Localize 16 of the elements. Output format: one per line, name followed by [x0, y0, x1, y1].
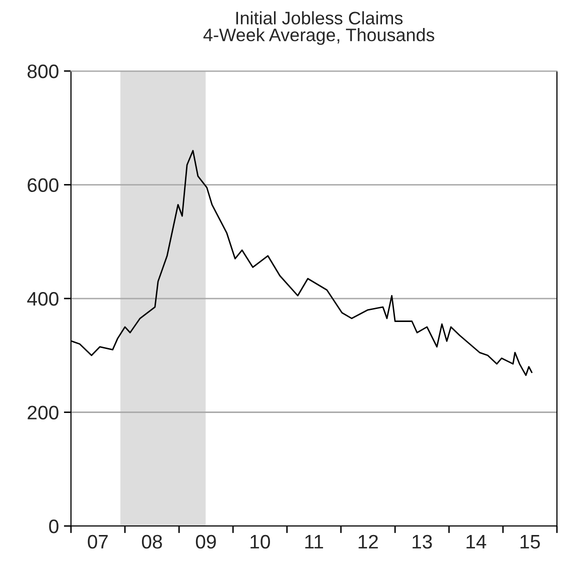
y-tick-label: 800 — [28, 64, 58, 78]
x-tick-label: 13 — [412, 534, 432, 549]
x-tick-label: 14 — [466, 535, 486, 548]
x-tick-label: 09 — [196, 534, 216, 549]
x-tick-label: 07 — [88, 534, 108, 549]
chart-subtitle: 4-Week Average, Thousands — [203, 28, 434, 45]
y-tick-label: 400 — [27, 292, 58, 306]
x-tick-label: 12 — [358, 534, 378, 548]
y-tick-label: 0 — [49, 519, 58, 534]
y-tick-label: 600 — [28, 178, 58, 192]
x-tick-label: 15 — [520, 535, 540, 549]
x-tick-label: 11 — [305, 535, 324, 548]
chart-title: Initial Jobless Claims — [236, 11, 403, 24]
x-tick-label: 08 — [142, 534, 162, 549]
x-tick-label: 10 — [250, 534, 270, 549]
y-tick-label: 200 — [28, 406, 58, 420]
